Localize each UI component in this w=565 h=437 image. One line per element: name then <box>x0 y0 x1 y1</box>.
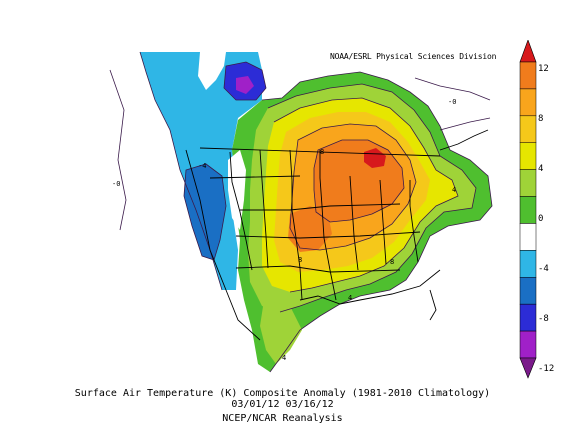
colorbar-tick: 0 <box>538 214 544 224</box>
white-northwest-gap <box>198 52 226 90</box>
contour-label: 8 <box>390 258 394 266</box>
caption-dates: 03/01/12 03/16/12 <box>231 399 334 410</box>
contour-label: -0 <box>112 180 120 188</box>
colorbar-segment <box>519 223 537 251</box>
blue-anomaly-region <box>184 164 226 260</box>
colorbar-segment <box>519 169 537 197</box>
colorbar <box>519 40 537 379</box>
contour-label: 4 <box>282 354 286 362</box>
magenta-anomaly-core <box>236 76 254 94</box>
colorbar-bottom-arrow <box>519 357 537 379</box>
contour-label: 8 <box>320 148 324 156</box>
colorbar-segment <box>519 277 537 305</box>
colorbar-top-arrow <box>519 40 537 63</box>
colorbar-tick: -4 <box>538 264 549 274</box>
colorbar-segment <box>519 303 537 332</box>
colorbar-tick: 12 <box>538 64 549 74</box>
contour-label: -4 <box>198 162 206 170</box>
orange-anomaly-blob <box>288 206 332 252</box>
colorbar-segment <box>519 115 537 143</box>
contour-label-group: -4 -0 8 4 8 8 4 -0 4 <box>112 98 456 362</box>
red-anomaly-core <box>364 148 386 168</box>
contour-label: 4 <box>348 294 352 302</box>
colorbar-segment <box>519 330 537 359</box>
colorbar-segment <box>519 142 537 170</box>
contour-label: -0 <box>448 98 456 106</box>
green-southern-region <box>260 300 302 364</box>
colorbar-tick: 8 <box>538 114 544 124</box>
colorbar-tick: -12 <box>538 364 555 374</box>
colorbar-tick: -8 <box>538 314 549 324</box>
contour-label: 4 <box>452 186 456 194</box>
caption-title: Surface Air Temperature (K) Composite An… <box>74 388 491 399</box>
caption-source: NCEP/NCAR Reanalysis <box>222 413 343 424</box>
colorbar-segment <box>519 88 537 117</box>
contour-label: 8 <box>298 256 302 264</box>
colorbar-segment <box>519 61 537 90</box>
colorbar-tick: 4 <box>538 164 544 174</box>
colorbar-segment <box>519 250 537 278</box>
colorbar-segment <box>519 196 537 224</box>
contour-lines <box>109 51 493 373</box>
political-borders <box>185 129 489 341</box>
source-credit: NOAA/ESRL Physical Sciences Division <box>330 52 497 61</box>
